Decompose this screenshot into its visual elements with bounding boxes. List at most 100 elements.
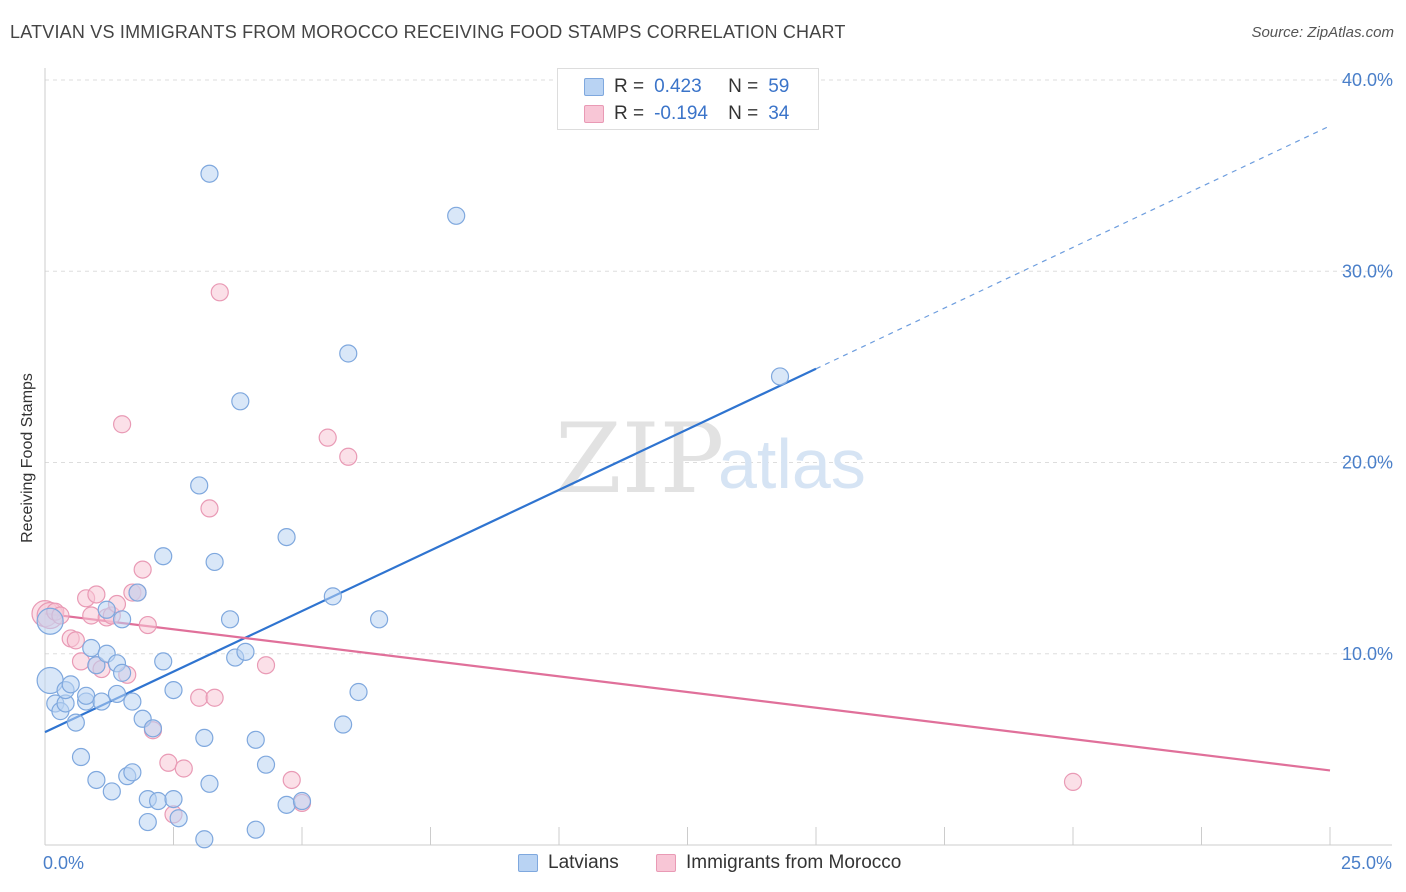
- tick-labels: 10.0% 20.0% 30.0% 40.0% 0.0% 25.0%: [43, 70, 1393, 873]
- morocco-point: [190, 688, 209, 707]
- latvian-point: [71, 747, 91, 767]
- latvian-point: [246, 820, 265, 839]
- morocco-point: [138, 615, 157, 635]
- morocco-point: [159, 753, 178, 772]
- latvian-point: [277, 795, 296, 814]
- source-note: Source: ZipAtlas.com: [1251, 24, 1394, 41]
- latvian-point: [231, 392, 250, 411]
- legend-swatch-morocco: [656, 854, 676, 872]
- latvian-point: [200, 164, 219, 183]
- latvian-point: [87, 656, 106, 675]
- latvian-point: [61, 675, 80, 694]
- latvian-point: [292, 791, 312, 811]
- latvian-point: [447, 206, 466, 225]
- latvian-point: [92, 692, 111, 711]
- latvian-point: [770, 367, 790, 386]
- morocco-point: [200, 499, 219, 518]
- y-tick-label: 40.0%: [1342, 70, 1393, 90]
- morocco-point: [256, 656, 276, 675]
- latvian-point: [97, 600, 116, 619]
- latvian-point: [102, 782, 121, 801]
- latvian-point: [148, 791, 168, 811]
- latvian-point: [339, 344, 358, 363]
- latvian-point: [123, 692, 142, 711]
- latvian-point: [128, 583, 147, 602]
- morocco-point: [205, 688, 224, 707]
- latvian-point: [112, 663, 132, 682]
- latvian-point: [164, 789, 183, 809]
- data-points: [31, 164, 1083, 849]
- latvian-point: [77, 686, 96, 705]
- latvian-trend-extension: [815, 125, 1331, 370]
- watermark-zip: ZIP: [555, 403, 724, 515]
- latvian-point: [82, 638, 101, 658]
- latvian-point: [277, 527, 296, 547]
- latvian-point: [190, 476, 209, 495]
- morocco-point: [174, 759, 193, 778]
- morocco-point: [282, 770, 301, 790]
- latvian-point: [87, 770, 106, 790]
- latvian-point: [154, 652, 173, 671]
- x-tick-label: 0.0%: [43, 853, 84, 873]
- latvian-point: [220, 610, 240, 629]
- latvian-point: [112, 610, 132, 629]
- morocco-point: [210, 283, 229, 302]
- morocco-point: [133, 560, 152, 579]
- stats-legend-row-latvians: R = 0.423 N = 59: [584, 74, 789, 100]
- r-value: 0.423: [654, 76, 702, 97]
- n-label: N =: [728, 103, 759, 124]
- morocco-point: [87, 585, 106, 604]
- r-label: R =: [614, 76, 645, 97]
- legend-label-latvians: Latvians: [548, 852, 619, 873]
- stats-legend-row-morocco: R = -0.194 N = 34: [584, 101, 789, 127]
- latvian-point: [236, 642, 255, 661]
- legend-item-morocco: Immigrants from Morocco: [656, 852, 901, 874]
- chart-title: LATVIAN VS IMMIGRANTS FROM MOROCCO RECEI…: [10, 22, 846, 42]
- morocco-point: [318, 428, 337, 447]
- legend-swatch-latvians: [584, 78, 604, 96]
- morocco-trend-line: [44, 612, 1331, 772]
- latvian-point: [143, 719, 163, 738]
- latvian-point: [323, 587, 342, 606]
- latvian-point: [246, 730, 265, 749]
- legend-label-morocco: Immigrants from Morocco: [686, 852, 902, 873]
- axes: [44, 68, 1392, 846]
- x-tick-label: 25.0%: [1341, 853, 1392, 873]
- n-label: N =: [728, 76, 759, 97]
- legend-swatch-morocco: [584, 105, 604, 123]
- latvian-point: [200, 774, 219, 793]
- legend-swatch-latvians: [518, 854, 538, 872]
- n-value: 59: [768, 76, 790, 97]
- watermark: ZIP atlas: [555, 403, 866, 515]
- latvian-point: [169, 809, 188, 828]
- latvian-point: [256, 755, 276, 774]
- series-legend: Latvians Immigrants from Morocco: [0, 852, 1406, 876]
- y-tick-label: 30.0%: [1342, 261, 1393, 281]
- latvian-point: [36, 607, 64, 635]
- morocco-point: [339, 447, 358, 466]
- n-value: 34: [768, 103, 790, 124]
- latvian-point: [154, 547, 173, 566]
- gridlines: [45, 79, 1392, 655]
- trend-lines: [44, 125, 1331, 772]
- morocco-point: [66, 631, 85, 650]
- stats-legend: R = 0.423 N = 59 R = -0.194 N = 34: [557, 68, 819, 130]
- latvian-point: [138, 812, 157, 832]
- watermark-atlas: atlas: [718, 425, 866, 503]
- latvian-point: [195, 728, 214, 748]
- y-tick-label: 10.0%: [1342, 644, 1393, 664]
- morocco-point: [1063, 772, 1083, 791]
- r-value: -0.194: [654, 103, 708, 124]
- latvian-point: [334, 715, 353, 734]
- morocco-point: [112, 415, 132, 434]
- latvian-point: [66, 713, 85, 732]
- latvian-point: [349, 682, 368, 702]
- y-tick-label: 20.0%: [1342, 453, 1393, 473]
- latvian-point: [164, 680, 183, 700]
- legend-item-latvians: Latvians: [518, 852, 619, 874]
- morocco-point: [82, 606, 101, 625]
- latvian-point: [195, 830, 214, 849]
- latvian-point: [370, 610, 389, 629]
- latvian-trend-line: [44, 367, 817, 734]
- r-label: R =: [614, 103, 645, 124]
